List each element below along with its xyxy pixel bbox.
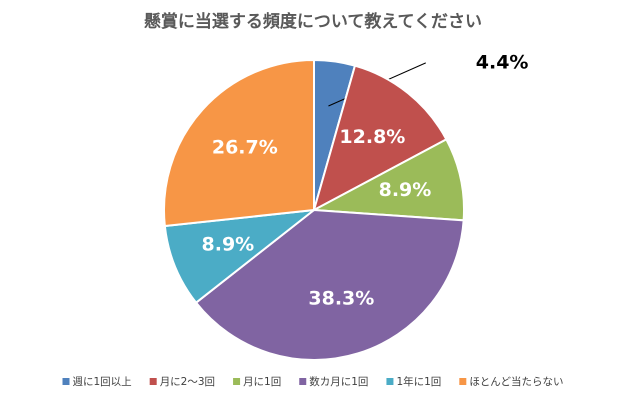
legend-swatch — [459, 378, 467, 385]
data-label: 8.9% — [379, 179, 432, 201]
legend: 週に1回以上 月に2～3回 月に1回 数カ月に1回 1年に1回 ほとんど当たらない — [62, 375, 564, 388]
legend-swatch — [149, 378, 157, 385]
data-label: 38.3% — [308, 287, 374, 309]
data-label: 26.7% — [212, 136, 278, 158]
legend-label: 数カ月に1回 — [309, 375, 368, 388]
pie-slice — [163, 58, 315, 228]
pie-slice — [194, 208, 465, 361]
legend-label: ほとんど当たらない — [469, 375, 563, 388]
pie-slice — [312, 64, 448, 212]
legend-swatch — [233, 378, 241, 385]
pie-slice — [163, 208, 318, 305]
data-label: 4.4% — [476, 51, 529, 73]
legend-swatch — [386, 378, 394, 385]
legend-swatch — [299, 378, 307, 385]
data-label: 8.9% — [202, 234, 255, 256]
legend-swatch — [62, 378, 70, 385]
legend-label: 月に2～3回 — [160, 376, 215, 388]
chart-title: 懸賞に当選する頻度について教えてください — [144, 11, 482, 32]
data-label: 12.8% — [339, 126, 405, 148]
legend-label: 月に1回 — [243, 376, 281, 388]
pie-slice — [310, 138, 465, 222]
legend-label: 1年に1回 — [396, 375, 441, 388]
legend-label: 週に1回以上 — [73, 376, 132, 388]
